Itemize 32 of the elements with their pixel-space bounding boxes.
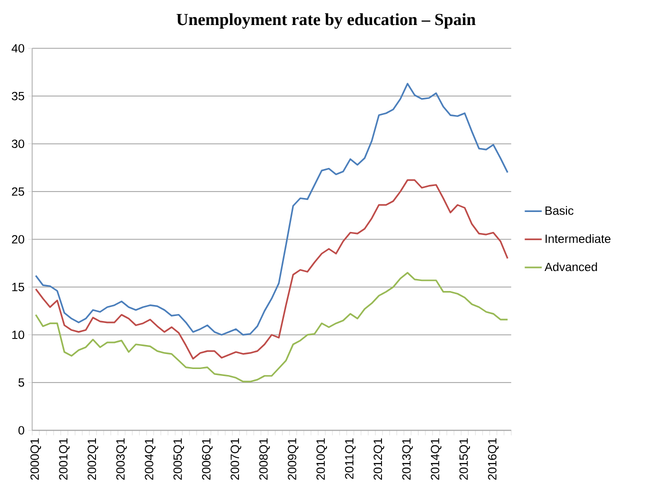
y-tick-label: 40 (12, 44, 24, 53)
x-tick-label: 2014Q1 (430, 438, 442, 480)
y-tick-label: 0 (18, 426, 24, 435)
x-tick-label: 2011Q1 (345, 438, 356, 479)
x-tick-label: 2006Q1 (202, 438, 213, 480)
legend-label: Advanced (544, 262, 597, 272)
x-tick-label: 2015Q1 (459, 438, 470, 480)
x-tick-label: 2001Q1 (59, 438, 70, 480)
x-tick-label: 2008Q1 (259, 438, 270, 480)
chart-title: Unemployment rate by education – Spain (176, 13, 476, 29)
x-tick-label: 2016Q1 (488, 438, 499, 480)
x-tick-label: 2004Q1 (144, 438, 156, 480)
x-tick-label: 2013Q1 (402, 438, 413, 480)
y-tick-label: 20 (12, 235, 24, 244)
y-tick-label: 25 (12, 187, 24, 196)
y-tick-label: 5 (18, 378, 24, 387)
x-tick-label: 2002Q1 (88, 438, 98, 480)
y-tick-label: 10 (12, 330, 24, 340)
legend-label: Intermediate (546, 234, 610, 244)
x-tick-label: 2007Q1 (230, 438, 242, 480)
x-tick-label: 2000Q1 (30, 438, 42, 480)
y-tick-label: 15 (12, 282, 24, 292)
x-tick-label: 2010Q1 (316, 438, 328, 480)
y-tick-label: 35 (12, 92, 24, 100)
y-tick-label: 30 (12, 140, 24, 148)
legend-label: Basic (546, 206, 574, 215)
x-tick-label: 2012Q1 (374, 438, 384, 480)
line-series (34, 179, 508, 360)
x-tick-label: 2003Q1 (116, 438, 127, 480)
x-tick-label: 2009Q1 (288, 438, 298, 480)
x-tick-label: 2005Q1 (173, 438, 184, 480)
line-series (34, 82, 508, 336)
